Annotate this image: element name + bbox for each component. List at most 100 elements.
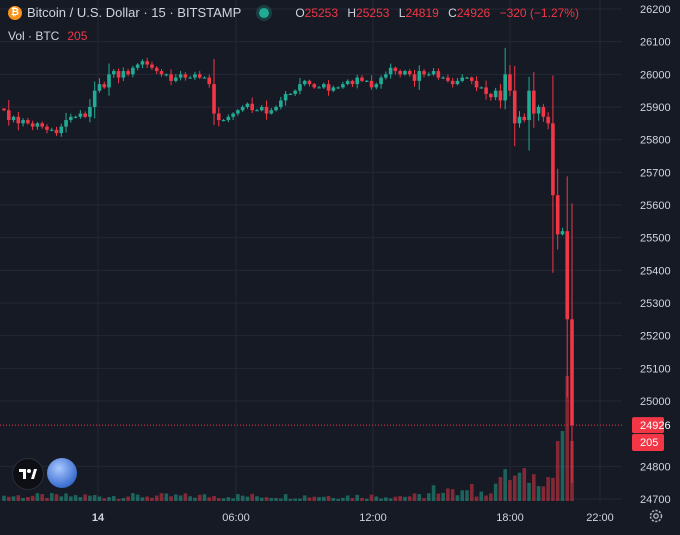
candle-body [527,90,531,121]
candle-body [493,90,498,98]
candle-body [446,77,450,81]
candle-body [131,67,135,75]
candle-body [455,80,460,85]
volume-bar [455,495,460,501]
volume-bar [250,493,255,501]
symbol-title[interactable]: Bitcoin / U.S. Dollar · 15 · BITSTAMP [27,5,242,20]
volume-bar [216,498,221,501]
settings-gear-icon[interactable] [648,508,664,524]
candle-body [45,126,49,130]
candle-body [360,77,364,81]
high-value: 25253 [356,5,390,20]
volume-bar [427,493,431,501]
candle-body [393,67,398,72]
close-label: C [448,5,457,20]
candle-body [517,116,522,124]
tradingview-logo-icon[interactable] [12,458,44,490]
candle-body [21,120,25,124]
volume-bar [541,486,546,501]
candle-body [460,77,465,81]
price-axis-tick: 25400 [640,265,671,277]
volume-bar [274,497,278,501]
candle-body [259,107,264,111]
candle-body [164,74,169,76]
volume-bar [489,493,493,501]
volume-bar [493,483,498,501]
candle-body [388,67,393,75]
volume-bar [26,497,30,501]
candle-body [279,100,283,107]
candle-body [474,80,479,88]
candle-body [427,74,431,76]
volume-bar [226,497,231,501]
candle-body [193,74,197,78]
volume-bar [522,468,527,501]
volume-bar [317,497,321,501]
volume-bar [145,496,149,501]
change-value: −320 (−1.27%) [499,5,579,20]
volume-bar [474,496,479,501]
volume-bar [88,495,92,501]
volume-bar [111,496,116,501]
candle-body [97,84,102,91]
volume-bar [536,486,541,501]
candle-body [364,80,369,82]
volume-bar [379,498,383,501]
candle-body [307,80,312,85]
volume-bar [97,496,102,501]
candle-body [78,113,83,117]
candle-body [121,71,126,78]
candle-body [250,103,255,111]
candle-body [489,93,493,98]
volume-bar [116,498,121,501]
volume-bar [288,498,293,501]
volume-bar [341,497,345,501]
volume-bar [83,494,87,501]
candle-body [245,103,250,107]
volume-bar [512,475,517,501]
volume-bar [527,482,531,501]
moon-avatar-icon[interactable] [47,458,77,488]
candle-body [436,71,441,78]
volume-bar [503,469,507,501]
candle-body [69,116,73,121]
volume-bar [388,498,393,501]
candle-body [317,87,321,89]
candle-body [321,84,326,88]
volume-bar [431,485,436,501]
candle-body [302,80,307,85]
volume-bar [331,497,336,501]
volume-bar [321,496,326,501]
candle-body [169,74,173,81]
volume-bar [269,497,274,501]
volume-bar [532,474,536,501]
volume-bar [479,491,484,501]
candle-body [264,107,269,114]
volume-bar [350,498,355,501]
volume-bar [441,492,445,501]
volume-bar [140,497,145,501]
volume-label[interactable]: Vol · BTC [8,29,60,43]
price-axis-tick: 25800 [640,135,671,147]
open-label: O [295,5,305,20]
price-axis-tick: 26200 [640,4,671,16]
candle-body [345,80,350,85]
volume-bar [107,497,111,501]
volume-bar [207,497,212,501]
candle-body [35,123,40,127]
price-axis-tick: 24800 [640,461,671,473]
volume-bar [551,477,555,501]
volume-bar [197,494,202,501]
candle-body [269,110,274,114]
candle-body [6,110,11,121]
candle-body [174,77,178,81]
volume-bar [484,495,488,501]
volume-bar [126,496,130,501]
close-value: 24926 [456,5,491,20]
volume-bar [312,496,317,501]
candle-body [441,77,445,79]
volume-bar [555,441,560,501]
candle-body [469,77,474,81]
